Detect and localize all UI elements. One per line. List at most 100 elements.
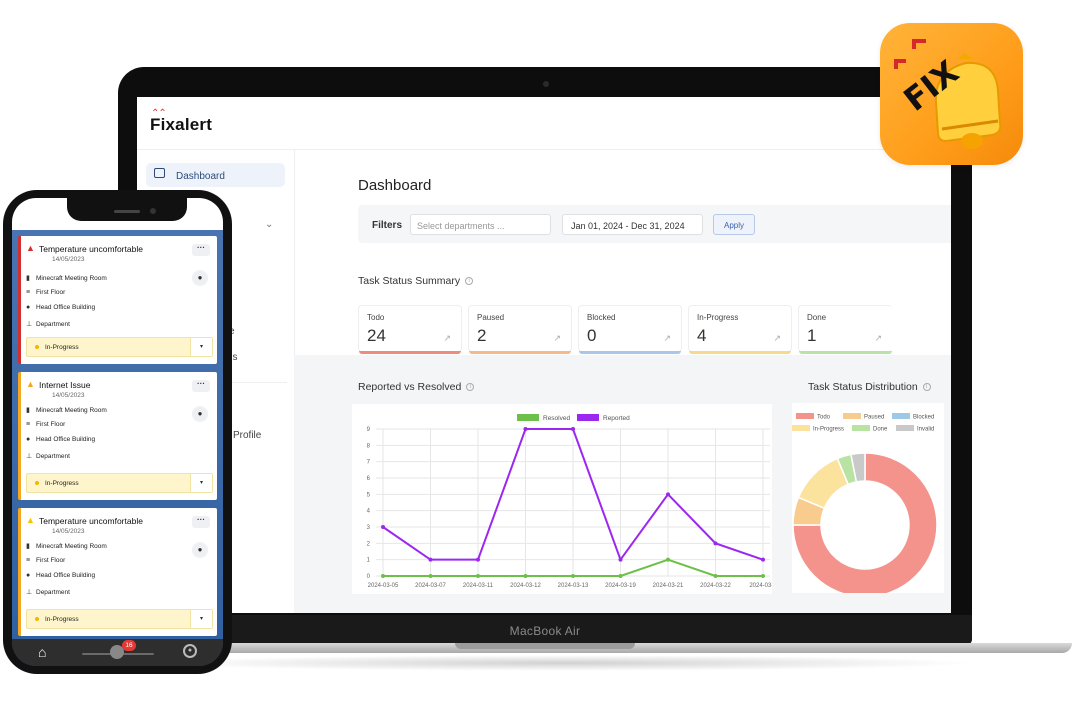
data-point-reported: [428, 557, 433, 562]
task-room-text: Minecraft Meeting Room: [36, 275, 107, 282]
card-value: 24: [367, 326, 386, 345]
departments-select[interactable]: Select departments ...: [410, 214, 551, 235]
org-chart-icon: ⊥: [26, 453, 33, 460]
legend-swatch: [852, 425, 870, 431]
legend-label: Todo: [817, 415, 831, 421]
x-tick-label: 2024-03-21: [653, 583, 684, 589]
sidebar-item-dashboard[interactable]: [146, 163, 285, 187]
reported-vs-resolved-chart: 0 1 2 3 4 5 6 7 8 9 2024-03-05 2024-03-07 2024-03-11…: [352, 404, 777, 594]
status-select[interactable]: In-Progress ▾: [26, 609, 213, 629]
arrow-up-right-icon: ↗: [663, 333, 671, 343]
laptop-model-label: MacBook Air: [509, 624, 581, 638]
data-point-reported: [761, 557, 765, 562]
task-building: ● Head Office Building: [26, 304, 95, 311]
data-point-resolved: [523, 574, 528, 578]
more-icon[interactable]: ···: [192, 516, 210, 528]
assignee-icon[interactable]: ●: [192, 270, 208, 286]
task-date: 14/05/2023: [52, 256, 85, 263]
phone-notch: [67, 198, 187, 221]
phone-screen: ▲ Temperature uncomfortable 14/05/2023 ·…: [12, 230, 223, 666]
card-accent: [579, 351, 681, 354]
data-point-reported: [618, 557, 623, 562]
page-title: Dashboard: [358, 177, 432, 194]
info-icon[interactable]: i: [922, 383, 931, 392]
status-value: In-Progress: [45, 344, 79, 351]
card-accent: [689, 351, 791, 354]
laptop-screen: ⌃⌃ Fixalert Dashboard ⌄ e ns Profile Das…: [137, 97, 951, 613]
data-point-resolved: [666, 557, 670, 562]
task-room: ▮ Minecraft Meeting Room: [26, 274, 107, 282]
data-point-resolved: [761, 574, 765, 578]
task-floor-text: First Floor: [36, 557, 66, 564]
location-pin-icon: ●: [26, 304, 31, 311]
x-tick-label: 2024-03-11: [463, 583, 494, 589]
y-tick-label: 8: [367, 443, 371, 449]
task-room: ▮ Minecraft Meeting Room: [26, 542, 107, 550]
line-chart-svg: 0 1 2 3 4 5 6 7 8 9 2024-03-05 2024-03-07 2024-03-11…: [352, 404, 777, 594]
data-point-resolved: [476, 574, 480, 578]
task-building-text: Head Office Building: [36, 436, 96, 443]
task-card[interactable]: ▲ Temperature uncomfortable 14/05/2023 ·…: [18, 236, 217, 364]
more-icon[interactable]: ···: [192, 244, 210, 256]
status-card-in-progress[interactable]: In-Progress 4 ↗: [688, 305, 792, 354]
status-dot: [35, 617, 39, 621]
task-title: Temperature uncomfortable: [39, 516, 143, 526]
stairs-icon: ≡: [26, 421, 31, 428]
info-icon[interactable]: i: [466, 383, 475, 392]
status-select[interactable]: In-Progress ▾: [26, 337, 213, 357]
task-building-text: Head Office Building: [36, 304, 96, 311]
x-tick-label: 2024-03-05: [368, 583, 399, 589]
arrow-up-right-icon: ↗: [443, 333, 451, 343]
x-tick-label: 2024-03-22: [700, 583, 731, 589]
arrow-up-right-icon: ↗: [874, 333, 882, 343]
task-status-summary-title: Task Status Summary: [358, 275, 461, 287]
y-tick-label: 3: [367, 525, 371, 531]
task-building: ● Head Office Building: [26, 572, 95, 579]
assignee-icon[interactable]: ●: [192, 406, 208, 422]
status-card-paused[interactable]: Paused 2 ↗: [468, 305, 572, 354]
warning-icon: ▲: [26, 243, 35, 253]
status-select[interactable]: In-Progress ▾: [26, 473, 213, 493]
task-department: ⊥ Department: [26, 452, 70, 460]
assignee-icon[interactable]: ●: [192, 542, 208, 558]
reported-vs-resolved-title: Reported vs Resolved: [358, 381, 462, 393]
sidebar-item-profile[interactable]: Profile: [233, 430, 262, 441]
date-range-input[interactable]: Jan 01, 2024 - Dec 31, 2024: [562, 214, 703, 235]
card-label: Blocked: [587, 313, 616, 322]
dropdown-icon[interactable]: ▾: [190, 474, 212, 492]
card-accent: [469, 351, 571, 354]
home-icon[interactable]: ⌂: [38, 644, 47, 660]
y-tick-label: 0: [367, 574, 371, 580]
status-card-todo[interactable]: Todo 24 ↗: [358, 305, 462, 354]
dropdown-icon[interactable]: ▾: [190, 610, 212, 628]
status-card-blocked[interactable]: Blocked 0 ↗: [578, 305, 682, 354]
notification-icon[interactable]: [110, 645, 124, 659]
legend-swatch: [517, 414, 539, 421]
chevron-down-icon[interactable]: ⌄: [265, 219, 274, 230]
task-department-text: Department: [36, 321, 70, 328]
phone: ▲ Temperature uncomfortable 14/05/2023 ·…: [3, 190, 232, 674]
task-department-text: Department: [36, 453, 70, 460]
task-department: ⊥ Department: [26, 320, 70, 328]
task-department: ⊥ Department: [26, 588, 70, 596]
notification-badge: 16: [122, 640, 136, 651]
status-card-done[interactable]: Done 1 ↗: [798, 305, 892, 354]
info-icon[interactable]: i: [465, 277, 474, 286]
y-tick-label: 1: [367, 558, 371, 564]
brand-logo[interactable]: Fixalert: [150, 115, 213, 134]
task-card[interactable]: ▲ Internet Issue 14/05/2023 ··· ● ▮ Minec…: [18, 372, 217, 500]
legend-swatch: [577, 414, 599, 421]
apply-button[interactable]: Apply: [713, 214, 755, 235]
data-point-resolved: [381, 574, 385, 578]
sidebar-item-fragment[interactable]: ns: [227, 352, 238, 363]
dropdown-icon[interactable]: ▾: [190, 338, 212, 356]
donut-slice-invalid: [850, 452, 866, 483]
task-floor: ≡ First Floor: [26, 557, 65, 564]
data-point-reported: [523, 427, 528, 431]
more-icon[interactable]: ···: [192, 380, 210, 392]
task-card[interactable]: ▲ Temperature uncomfortable 14/05/2023 ·…: [18, 508, 217, 636]
y-tick-label: 4: [367, 509, 371, 515]
legend-label: Reported: [603, 415, 630, 422]
data-point-resolved: [618, 574, 623, 578]
user-icon[interactable]: ●: [183, 644, 197, 658]
